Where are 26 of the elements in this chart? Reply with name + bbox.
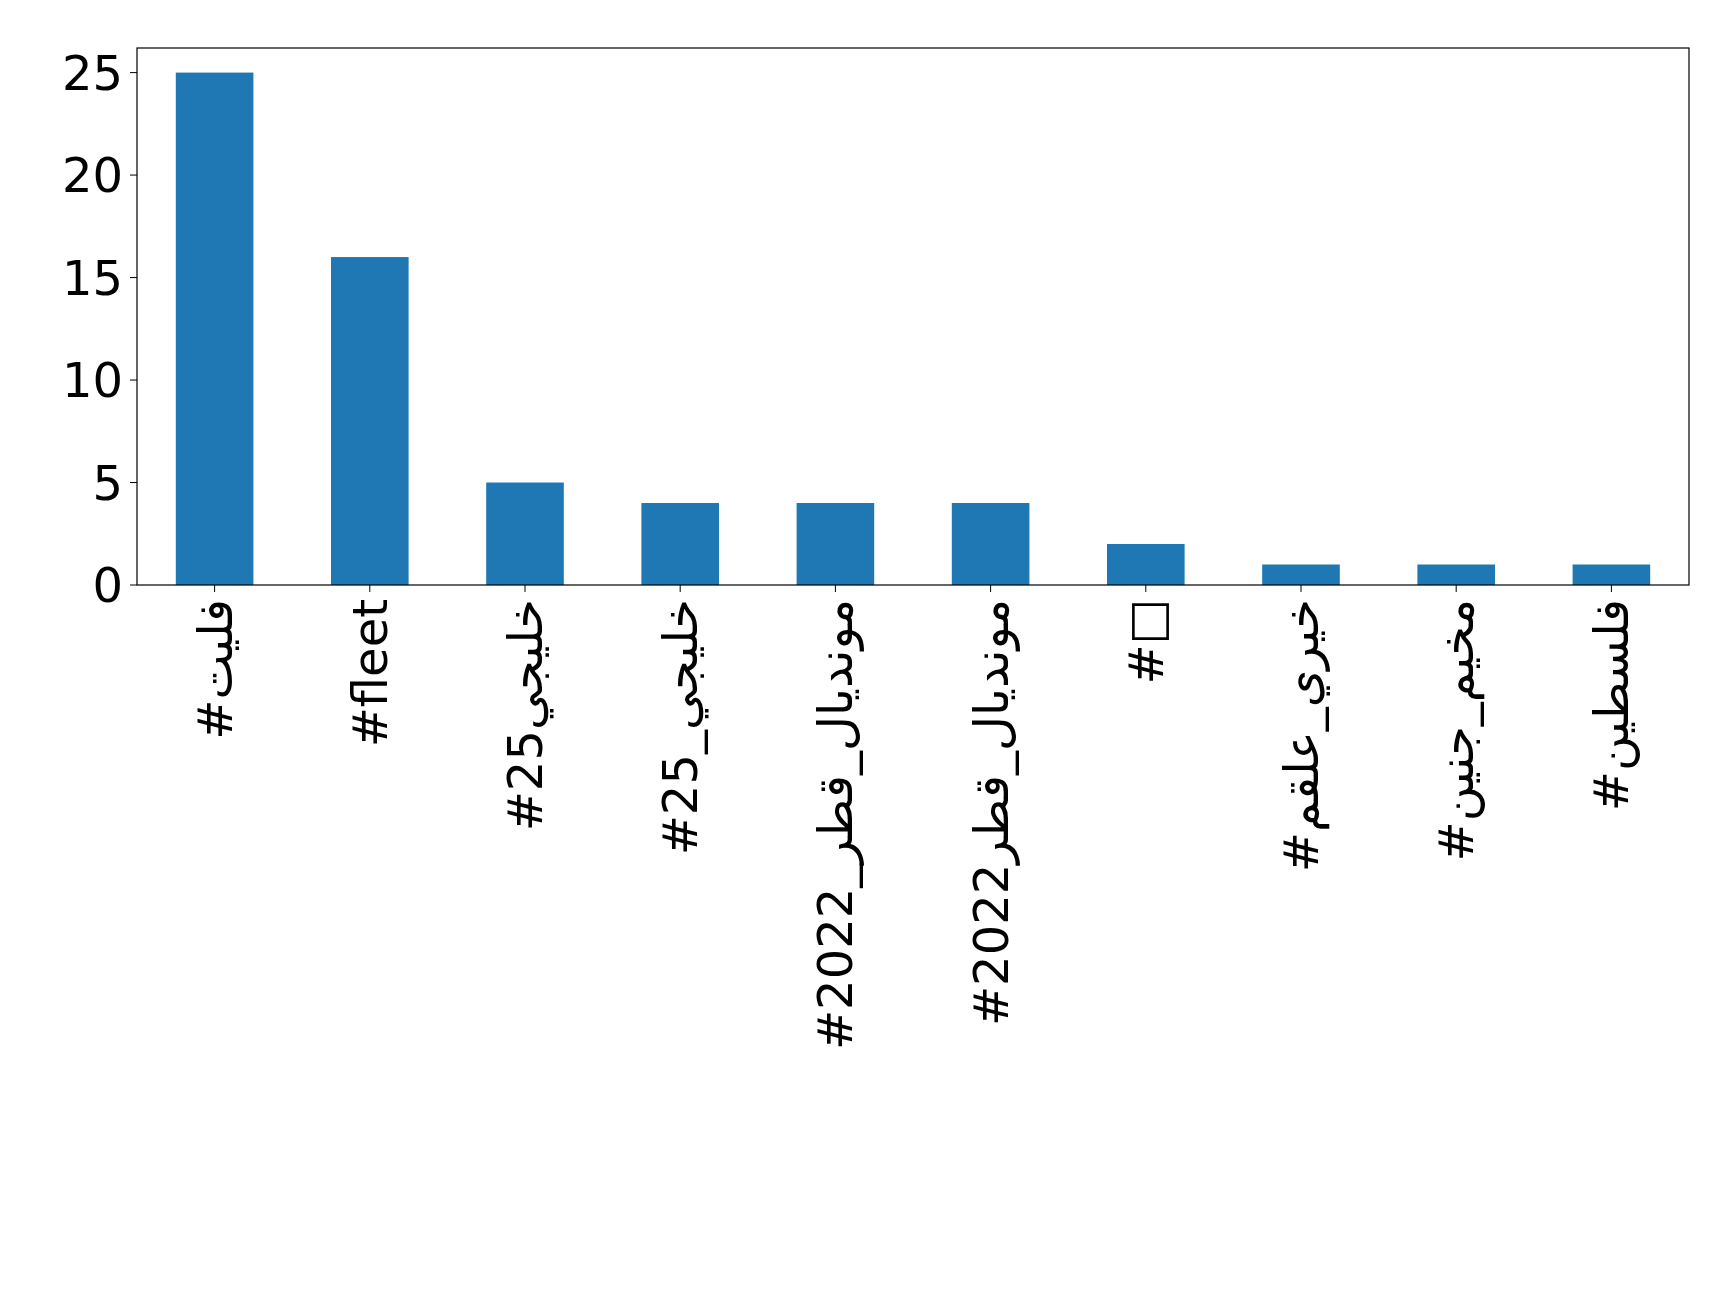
x-tick-label: #مونديال_قطر2022 — [962, 599, 1020, 1027]
bar — [1262, 564, 1340, 585]
x-tick-label: #□ — [1117, 599, 1174, 685]
bar — [175, 72, 254, 585]
x-tick-label: #خيري_علقم — [1273, 599, 1330, 873]
x-tick-label: #فلسطين — [1583, 599, 1641, 812]
x-tick-label: #خليجي_25 — [652, 599, 710, 856]
bar — [486, 482, 564, 585]
bar — [641, 503, 719, 585]
y-tick-label: 20 — [61, 147, 123, 204]
bar — [951, 503, 1030, 585]
bar — [1572, 564, 1651, 585]
x-tick-label: #fleet — [341, 599, 398, 748]
y-tick-label: 5 — [92, 454, 123, 511]
bar — [796, 503, 875, 585]
x-tick-label: #فليت — [186, 599, 243, 740]
bar — [331, 257, 409, 585]
y-tick-label: 15 — [61, 249, 123, 306]
y-tick-label: 10 — [61, 352, 123, 409]
x-tick-label: #مخيم_جنين — [1428, 599, 1486, 862]
bar — [1107, 544, 1185, 585]
y-tick-label: 0 — [92, 557, 123, 613]
y-tick-label: 25 — [61, 44, 123, 101]
x-tick-label: #مونديال_قطر_2022 — [807, 599, 865, 1051]
bar — [1417, 564, 1495, 585]
x-tick-label: #خليجي25 — [497, 599, 554, 832]
